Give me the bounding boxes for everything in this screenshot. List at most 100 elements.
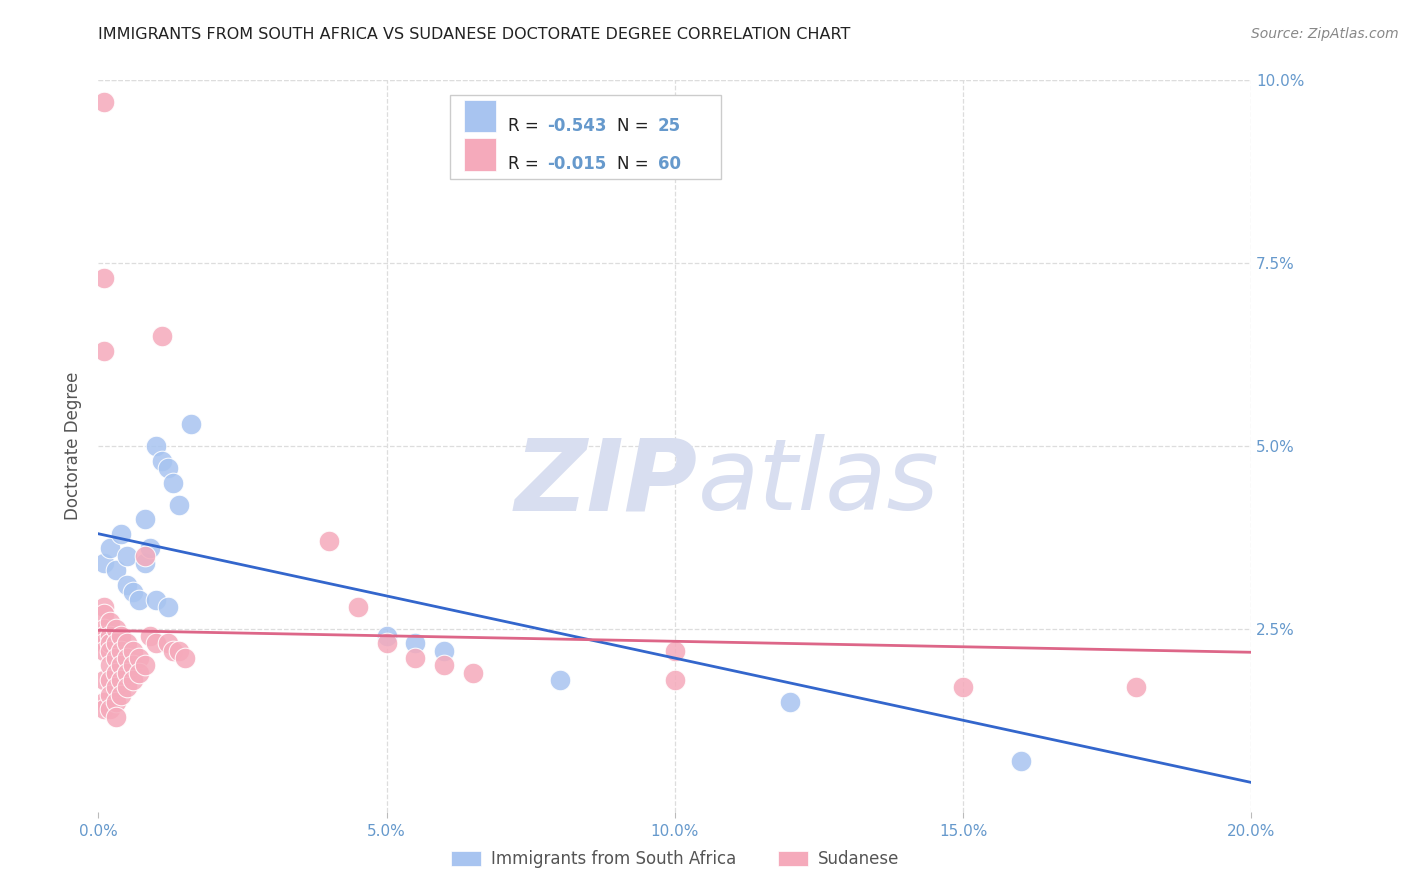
Point	[145, 592, 167, 607]
Point	[1125, 681, 1147, 695]
Point	[952, 681, 974, 695]
Point	[93, 556, 115, 570]
Text: 60: 60	[658, 155, 681, 173]
Y-axis label: Doctorate Degree: Doctorate Degree	[65, 372, 83, 520]
Point	[104, 622, 127, 636]
Point	[117, 681, 139, 695]
Point	[117, 636, 139, 650]
Point	[98, 658, 121, 673]
Point	[167, 644, 190, 658]
Point	[346, 599, 368, 614]
FancyBboxPatch shape	[464, 100, 496, 132]
Point	[122, 658, 145, 673]
Point	[375, 636, 398, 650]
Point	[110, 629, 132, 643]
Point	[98, 702, 121, 716]
FancyBboxPatch shape	[464, 138, 496, 170]
Point	[110, 644, 132, 658]
Text: N =: N =	[617, 117, 654, 135]
Point	[664, 673, 686, 687]
Point	[117, 651, 139, 665]
Point	[433, 644, 456, 658]
Point	[110, 688, 132, 702]
Point	[98, 615, 121, 629]
Point	[104, 563, 127, 577]
Point	[93, 270, 115, 285]
Point	[117, 665, 139, 680]
Point	[145, 636, 167, 650]
Point	[98, 673, 121, 687]
Text: -0.543: -0.543	[547, 117, 606, 135]
Point	[93, 622, 115, 636]
Point	[93, 95, 115, 110]
Point	[664, 644, 686, 658]
Point	[156, 599, 179, 614]
Point	[122, 644, 145, 658]
Text: N =: N =	[617, 155, 654, 173]
Text: ZIP: ZIP	[515, 434, 697, 531]
Point	[128, 592, 150, 607]
Point	[117, 578, 139, 592]
Point	[104, 636, 127, 650]
Point	[180, 417, 202, 431]
Point	[1010, 754, 1032, 768]
Point	[110, 658, 132, 673]
Point	[779, 695, 801, 709]
Point	[433, 658, 456, 673]
Point	[117, 549, 139, 563]
Point	[156, 636, 179, 650]
Point	[167, 498, 190, 512]
Point	[128, 665, 150, 680]
Point	[156, 461, 179, 475]
Point	[405, 651, 427, 665]
Point	[122, 585, 145, 599]
Point	[104, 665, 127, 680]
Point	[98, 644, 121, 658]
Point	[93, 636, 115, 650]
Point	[104, 695, 127, 709]
Text: 25: 25	[658, 117, 681, 135]
Point	[98, 636, 121, 650]
Point	[93, 702, 115, 716]
Point	[128, 651, 150, 665]
Point	[93, 607, 115, 622]
Point	[110, 526, 132, 541]
Text: R =: R =	[508, 117, 544, 135]
Text: Source: ZipAtlas.com: Source: ZipAtlas.com	[1251, 27, 1399, 41]
Text: R =: R =	[508, 155, 544, 173]
Point	[104, 681, 127, 695]
Point	[162, 644, 184, 658]
Point	[134, 556, 156, 570]
Point	[122, 673, 145, 687]
Point	[110, 673, 132, 687]
Point	[174, 651, 197, 665]
Point	[405, 636, 427, 650]
Point	[461, 665, 484, 680]
Point	[93, 673, 115, 687]
Point	[93, 629, 115, 643]
Point	[139, 629, 162, 643]
Text: atlas: atlas	[697, 434, 939, 531]
Point	[134, 512, 156, 526]
FancyBboxPatch shape	[450, 95, 721, 179]
Point	[318, 534, 340, 549]
Point	[150, 329, 173, 343]
Point	[162, 475, 184, 490]
Point	[98, 541, 121, 556]
Text: IMMIGRANTS FROM SOUTH AFRICA VS SUDANESE DOCTORATE DEGREE CORRELATION CHART: IMMIGRANTS FROM SOUTH AFRICA VS SUDANESE…	[98, 27, 851, 42]
Point	[139, 541, 162, 556]
Legend: Immigrants from South Africa, Sudanese: Immigrants from South Africa, Sudanese	[444, 844, 905, 875]
Point	[375, 629, 398, 643]
Point	[145, 439, 167, 453]
Point	[93, 644, 115, 658]
Point	[134, 549, 156, 563]
Point	[93, 695, 115, 709]
Point	[134, 658, 156, 673]
Point	[104, 709, 127, 723]
Text: -0.015: -0.015	[547, 155, 606, 173]
Point	[104, 651, 127, 665]
Point	[93, 599, 115, 614]
Point	[548, 673, 571, 687]
Point	[98, 688, 121, 702]
Point	[98, 629, 121, 643]
